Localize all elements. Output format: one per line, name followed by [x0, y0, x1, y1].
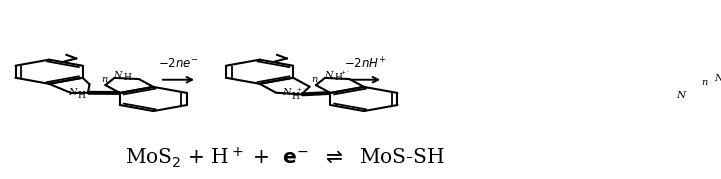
Text: H: H: [335, 73, 342, 82]
Text: N: N: [282, 88, 291, 97]
Text: MoS$_2$ + H$^+$ +  $\mathbf{e}^{-}$  $\rightleftharpoons$  MoS-SH: MoS$_2$ + H$^+$ + $\mathbf{e}^{-}$ $\rig…: [125, 146, 445, 170]
Text: n: n: [101, 75, 107, 84]
Text: $^{+\cdot}$: $^{+\cdot}$: [296, 86, 306, 95]
Text: N: N: [68, 88, 77, 97]
Text: n: n: [702, 78, 707, 87]
Text: N: N: [676, 91, 686, 100]
Text: $-2nH^{+}$: $-2nH^{+}$: [344, 56, 386, 71]
Text: H: H: [123, 73, 131, 82]
Text: H: H: [291, 92, 299, 101]
Text: N: N: [114, 71, 122, 80]
Text: N: N: [324, 71, 333, 80]
Text: H: H: [77, 91, 85, 100]
Text: $^{+\cdot}$: $^{+\cdot}$: [340, 70, 350, 79]
Text: $-2ne^{-}$: $-2ne^{-}$: [158, 57, 199, 70]
Text: N: N: [715, 74, 721, 83]
Text: n: n: [311, 75, 318, 84]
